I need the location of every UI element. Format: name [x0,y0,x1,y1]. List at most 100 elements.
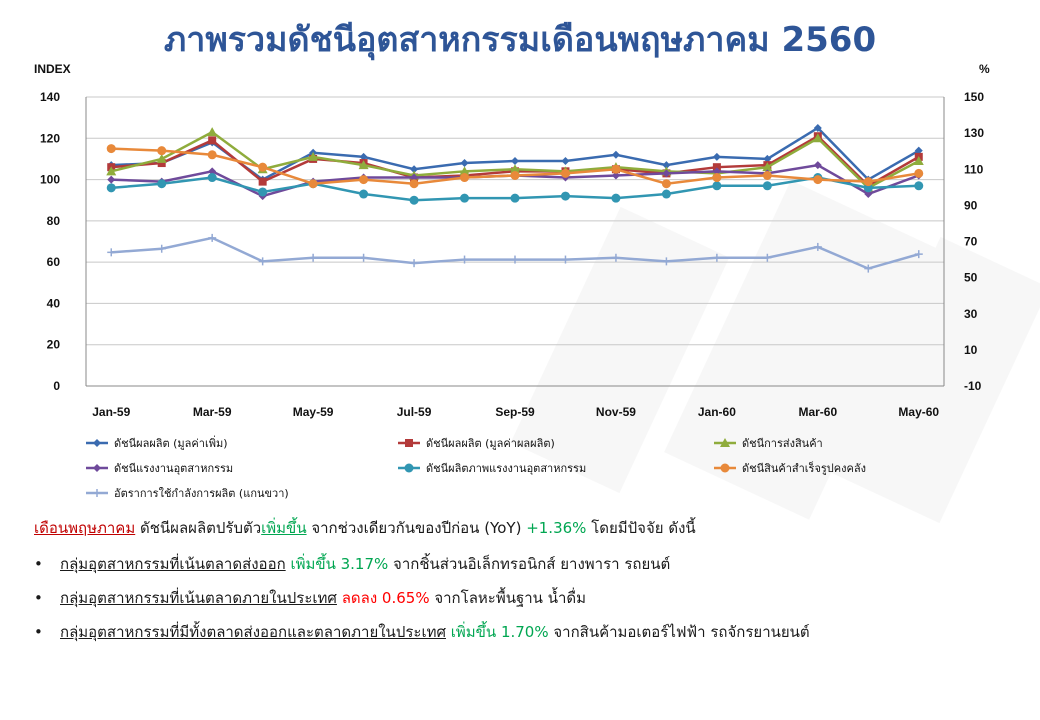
x-tick-label: Mar-60 [798,405,837,419]
data-point [864,264,873,273]
data-point [560,168,570,178]
legend-item: ดัชนีการส่งสินค้า [714,437,823,450]
data-point [560,191,570,201]
y2-tick-label: 130 [964,126,984,140]
bullet-detail: จากสินค้ามอเตอร์ไฟฟ้า รถจักรยานยนต์ [548,623,810,641]
series-path [111,236,920,270]
legend-item: อัตราการใช้กำลังการผลิต (แกนขวา) [86,487,289,500]
data-point [611,253,620,262]
data-point [308,151,319,161]
data-point [208,233,217,242]
data-point [409,179,419,189]
data-point [762,170,772,180]
series-line [106,173,924,205]
data-point [611,164,621,174]
chart-legend: ดัชนีผลผลิต (มูลค่าเพิ่ม) ดัชนีผลผลิต (มู… [86,435,866,500]
y-tick-label: 40 [47,296,61,310]
data-point [309,253,318,262]
x-tick-label: May-59 [293,405,334,419]
data-point [662,257,671,266]
data-point [405,439,413,447]
legend-label: ดัชนีสินค้าสำเร็จรูปคงคลัง [742,461,866,475]
data-point [662,169,671,178]
data-point [863,177,873,187]
data-point [207,173,217,183]
data-point [511,156,519,165]
data-point [358,160,369,170]
data-point [157,159,166,168]
bullet-group: กลุ่มอุตสาหกรรมที่เน้นตลาดภายในประเทศ [60,589,337,607]
y2-axis-ticks: -10 10 30 50 70 90 110 130 150 [964,90,984,393]
legend-item: ดัชนีผลิตภาพแรงงานอุตสาหกรรม [398,462,586,475]
x-axis-ticks: Jan-59 Mar-59 May-59 Jul-59 Sep-59 Nov-59 Jan-… [92,405,939,419]
y2-tick-label: 150 [964,90,984,104]
y2-tick-label: 70 [964,235,978,249]
summary-text-1: ดัชนีผลผลิตปรับตัว [135,519,262,537]
data-point [813,161,822,170]
data-point [359,152,368,161]
summary-value: +1.36% [526,519,587,537]
legend-label: ดัชนีแรงงานอุตสาหกรรม [114,462,233,475]
bullet-mixed: • กลุ่มอุตสาหกรรมที่มีทั้งตลาดส่งออกและตล… [34,620,810,644]
data-point [611,193,621,203]
data-point [410,259,419,268]
x-tick-label: Jul-59 [397,405,432,419]
data-point [661,189,671,199]
data-point [93,489,101,497]
y-axis-ticks: 0 20 40 60 80 100 120 140 [40,90,60,393]
chart-series [106,123,924,273]
y2-axis-title: % [979,62,990,76]
y2-tick-label: 10 [964,343,978,357]
legend-label: อัตราการใช้กำลังการผลิต (แกนขวา) [114,487,289,500]
data-point [107,248,116,257]
data-point [762,181,772,191]
data-point [863,183,873,193]
y-tick-label: 20 [47,338,61,352]
y-tick-label: 0 [53,379,60,393]
data-point [712,181,722,191]
data-point [611,150,620,159]
x-tick-label: Mar-59 [193,405,232,419]
data-point [712,253,721,262]
legend-label: ดัชนีผลผลิต (มูลค่าผลผลิต) [426,437,555,450]
bullet-export: • กลุ่มอุตสาหกรรมที่เน้นตลาดส่งออก เพิ่มข… [34,552,670,576]
page-title: ภาพรวมดัชนีอุตสาหกรรมเดือนพฤษภาคม 2560 [163,20,877,60]
data-point [156,153,167,163]
x-tick-label: Jan-60 [698,405,736,419]
y-axis-title: INDEX [34,62,71,76]
data-point [914,146,923,155]
bullet-detail: จากโลหะพื้นฐาน น้ำดื่ม [429,589,587,607]
data-point [762,162,773,172]
y2-tick-label: 90 [964,198,978,212]
y-tick-label: 120 [40,131,60,145]
data-point [712,167,721,176]
data-point [460,173,470,183]
data-point [460,193,470,203]
legend-item: ดัชนีสินค้าสำเร็จรูปคงคลัง [714,461,866,475]
legend-label: ดัชนีผลผลิต (มูลค่าเพิ่ม) [114,435,228,450]
legend-item: ดัชนีผลผลิต (มูลค่าผลผลิต) [398,437,555,450]
y2-tick-label: 50 [964,271,978,285]
data-point [712,152,721,161]
series-line [107,233,923,273]
data-point [258,162,268,172]
data-point [106,144,116,154]
data-point [409,195,419,205]
data-point [106,183,116,193]
summary-line: เดือนพฤษภาคม ดัชนีผลผลิตปรับตัวเพิ่มขึ้น… [34,516,696,540]
data-point [157,244,166,253]
y-tick-label: 100 [40,173,60,187]
data-point [510,164,520,174]
data-point [460,159,469,168]
data-point [914,181,924,191]
summary-month: เดือนพฤษภาคม [34,519,136,537]
legend-item: ดัชนีผลผลิต (มูลค่าเพิ่ม) [86,435,228,450]
data-point [763,253,772,262]
y2-tick-label: 110 [964,162,984,176]
data-point [258,187,268,197]
data-point [510,193,520,203]
data-point [812,133,823,143]
data-point [106,166,117,176]
data-point [157,146,167,156]
data-point [561,156,570,165]
